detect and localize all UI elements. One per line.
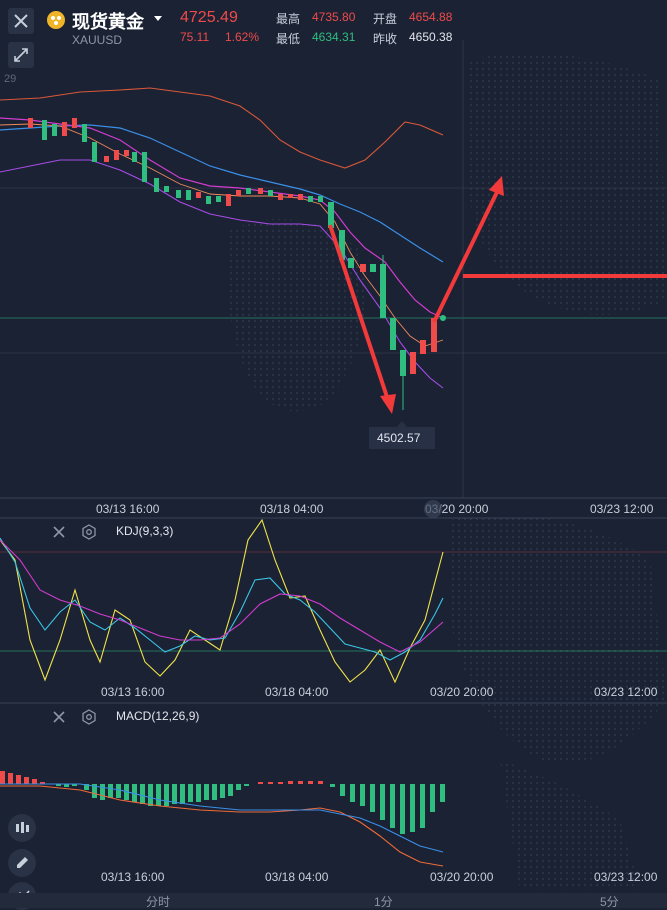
annotation-arrows [328, 176, 667, 414]
kdj-x-tick: 03/13 16:00 [101, 685, 165, 699]
prev-close-value: 4650.38 [409, 30, 453, 44]
macd-histogram [0, 771, 445, 834]
y-tick-partial: 29 [4, 73, 17, 85]
open-value: 4654.88 [409, 10, 453, 24]
last-price: 4725.49 [180, 9, 238, 26]
low-marker-box [369, 427, 435, 449]
price-change: 75.11 [180, 30, 210, 44]
high-label: 最高 [276, 12, 301, 26]
boll-upper-line [0, 87, 444, 169]
collapse-button[interactable] [8, 42, 34, 68]
kdj-d-line [0, 539, 444, 653]
high-value: 4735.80 [312, 10, 356, 24]
timeframe-bar: 分时 1分 5分 [0, 893, 667, 909]
boll-lower-line [0, 159, 444, 389]
macd-dif-line [0, 783, 444, 853]
low-value: 4634.31 [312, 30, 356, 44]
macd-close-icon[interactable] [52, 710, 66, 724]
close-button[interactable] [8, 8, 34, 34]
draw-tool-button[interactable] [8, 849, 36, 877]
macd-settings-gear-icon[interactable] [81, 709, 97, 725]
macd-x-tick: 03/18 04:00 [265, 870, 329, 884]
low-label: 最低 [276, 32, 301, 46]
last-price-dot [440, 315, 446, 321]
indicator-tool-button[interactable] [8, 814, 36, 842]
close-icon [14, 14, 28, 28]
open-label: 开盘 [373, 12, 398, 26]
main-x-tick: 03/18 04:00 [260, 502, 324, 516]
dropdown-caret-icon[interactable] [153, 15, 163, 23]
prev-close-label: 昨收 [373, 32, 398, 46]
macd-x-tick: 03/13 16:00 [101, 870, 165, 884]
kdj-k-line [0, 537, 444, 661]
instrument-title[interactable]: 现货黄金 [72, 12, 144, 32]
kdj-close-icon[interactable] [52, 525, 66, 539]
candlestick-icon [16, 822, 29, 833]
pencil-icon [17, 857, 28, 868]
instrument-symbol: XAUUSD [72, 33, 123, 47]
ma-magenta-line [0, 117, 444, 319]
candlesticks [28, 118, 437, 410]
kdj-x-tick: 03/18 04:00 [265, 685, 329, 699]
kdj-settings-gear-icon[interactable] [81, 524, 97, 540]
main-x-tick: 03/23 12:00 [590, 502, 654, 516]
macd-x-tick: 03/20 20:00 [430, 870, 494, 884]
macd-x-tick: 03/23 12:00 [594, 870, 658, 884]
gold-coin-icon [47, 11, 65, 29]
kdj-x-tick: 03/20 20:00 [430, 685, 494, 699]
macd-label: MACD(12,26,9) [116, 709, 200, 723]
kdj-label: KDJ(9,3,3) [116, 524, 174, 538]
low-marker-label: 4502.57 [377, 431, 421, 445]
ma-orange-line [0, 123, 444, 347]
tab-timeshare[interactable]: 分时 [146, 895, 171, 909]
tab-1min[interactable]: 1分 [374, 895, 393, 909]
collapse-arrows-icon [14, 48, 28, 62]
main-x-tick: 03/13 16:00 [96, 502, 160, 516]
crosshair-handle[interactable] [424, 500, 442, 518]
price-change-percent: 1.62% [225, 30, 260, 44]
macd-dea-line [0, 785, 444, 867]
tab-5min[interactable]: 5分 [600, 895, 619, 909]
kdj-x-tick: 03/23 12:00 [594, 685, 658, 699]
